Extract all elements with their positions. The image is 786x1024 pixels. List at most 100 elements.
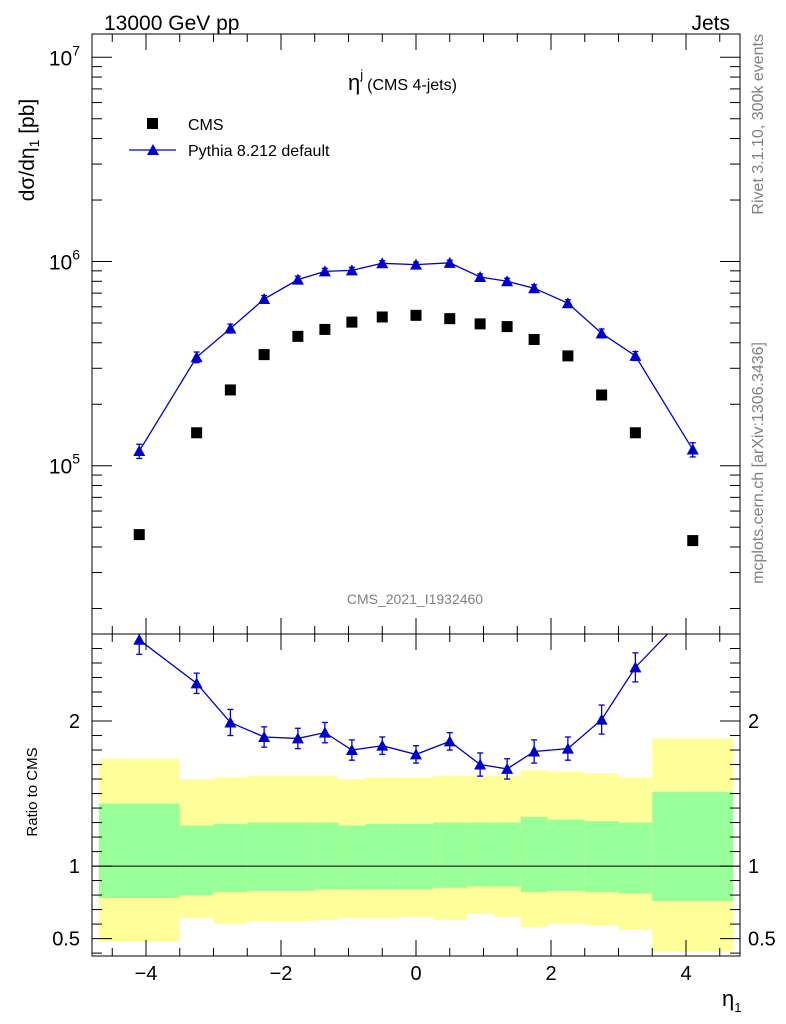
legend: CMS Pythia 8.212 default xyxy=(129,117,330,160)
plot-title: ηj(CMS 4-jets) xyxy=(348,67,457,95)
ratio-inner-band-segment xyxy=(365,824,400,890)
pythia-point xyxy=(629,349,642,361)
ratio-point xyxy=(561,742,574,754)
x-tick-label: 2 xyxy=(545,963,556,985)
ratio-inner-band-segment xyxy=(213,824,248,893)
ratio-bands xyxy=(98,738,734,952)
cms-point xyxy=(258,349,270,361)
ratio-inner-band-segment xyxy=(247,822,281,891)
ratio-inner-band-segment xyxy=(584,821,619,893)
ratio-point xyxy=(291,732,304,744)
x-tick-label: 0 xyxy=(410,963,421,985)
pythia-point xyxy=(224,322,237,334)
analysis-label: CMS_2021_I1932460 xyxy=(347,591,483,607)
header-right-label: Jets xyxy=(691,12,730,35)
main-y-tick-label: 105 xyxy=(49,451,80,479)
x-axis-label: η1 xyxy=(722,986,741,1015)
legend-cms-marker xyxy=(147,118,158,129)
ratio-inner-band-segment xyxy=(98,803,180,898)
cms-point xyxy=(319,323,331,335)
cms-point xyxy=(376,311,388,323)
pythia-line xyxy=(138,262,694,452)
x-tick-label: −2 xyxy=(270,963,293,985)
legend-cms-label: CMS xyxy=(188,117,224,134)
x-tick-label: 4 xyxy=(680,963,691,985)
ratio-tick-labels: −4 −2 0 2 4 0.5 0.5 1 1 2 2 xyxy=(52,711,776,985)
cms-point xyxy=(444,313,456,325)
main-panel: 105 106 107 dσ/dη1 [pb] ηj(CMS 4-jets) CMS… xyxy=(16,33,741,635)
header-left-label: 13000 GeV pp xyxy=(104,12,239,35)
ratio-point xyxy=(528,745,541,757)
cms-point xyxy=(629,427,641,439)
main-series xyxy=(133,256,699,547)
cms-point xyxy=(224,384,236,396)
ratio-y-tick-label-right: 2 xyxy=(748,711,759,733)
mcplots-label: mcplots.cern.ch [arXiv:1306.3436] xyxy=(750,342,767,584)
main-y-tick-label: 107 xyxy=(49,42,80,70)
rivet-version-label: Rivet 3.1.10, 300k events xyxy=(750,34,767,215)
ratio-series xyxy=(133,602,699,780)
pythia-point xyxy=(410,258,422,270)
ratio-inner-band-segment xyxy=(547,819,585,891)
ratio-point xyxy=(345,744,358,756)
ratio-point xyxy=(474,758,487,770)
ratio-point xyxy=(687,602,699,613)
ratio-y-tick-label-left: 1 xyxy=(69,856,80,878)
main-y-ticks xyxy=(92,34,740,634)
cms-point xyxy=(528,334,540,346)
cms-point xyxy=(501,321,513,333)
cms-point xyxy=(346,316,358,328)
ratio-point xyxy=(376,739,389,751)
ratio-y-tick-label-left: 0.5 xyxy=(52,929,80,951)
ratio-y-tick-label-right: 0.5 xyxy=(748,929,776,951)
cms-point xyxy=(292,330,304,342)
cms-point xyxy=(562,350,574,362)
ratio-y-tick-label-left: 2 xyxy=(69,711,80,733)
legend-pythia-label: Pythia 8.212 default xyxy=(188,143,330,160)
ratio-point xyxy=(190,677,203,689)
main-y-tick-labels: 105 106 107 xyxy=(49,42,80,478)
ratio-inner-band-segment xyxy=(520,816,548,893)
ratio-ticks xyxy=(92,634,740,956)
ratio-point xyxy=(595,713,608,725)
pythia-point xyxy=(686,443,699,455)
main-y-axis-label: dσ/dη1 [pb] xyxy=(16,99,42,202)
ratio-inner-band-segment xyxy=(314,822,339,890)
pythia-point xyxy=(376,257,389,269)
pythia-point xyxy=(133,445,146,457)
pythia-point xyxy=(443,256,456,268)
pythia-point xyxy=(595,327,608,339)
ratio-inner-band-segment xyxy=(466,822,494,887)
ratio-panel: −4 −2 0 2 4 0.5 0.5 1 1 2 2 Ratio to CMS η1 xyxy=(24,602,776,1015)
pythia-point xyxy=(345,264,358,276)
ratio-inner-band-segment xyxy=(618,822,653,894)
legend-pythia-marker xyxy=(147,144,159,155)
ratio-point xyxy=(501,762,514,774)
cms-point xyxy=(596,389,608,401)
ratio-point xyxy=(224,716,237,728)
ratio-point xyxy=(629,661,642,673)
ratio-inner-band-segment xyxy=(281,822,315,891)
ratio-point xyxy=(258,730,271,742)
ratio-point xyxy=(318,726,331,738)
pythia-point xyxy=(474,270,487,282)
ratio-inner-band-segment xyxy=(399,824,433,890)
cms-point xyxy=(474,318,486,330)
pythia-point xyxy=(318,265,331,277)
pythia-point xyxy=(501,275,514,287)
pythia-point xyxy=(190,351,203,363)
cms-point xyxy=(410,309,422,321)
ratio-inner-band-segment xyxy=(432,822,467,888)
cms-point xyxy=(191,427,203,439)
ratio-inner-band-segment xyxy=(493,822,521,887)
ratio-point xyxy=(410,748,422,760)
cms-point xyxy=(687,535,699,547)
x-tick-label: −4 xyxy=(135,963,158,985)
ratio-y-tick-label-right: 1 xyxy=(748,856,759,878)
pythia-point xyxy=(291,273,304,285)
ratio-inner-band-segment xyxy=(338,825,366,890)
ratio-point xyxy=(133,634,146,645)
pythia-point xyxy=(528,282,541,294)
ratio-inner-band-segment xyxy=(179,825,214,896)
